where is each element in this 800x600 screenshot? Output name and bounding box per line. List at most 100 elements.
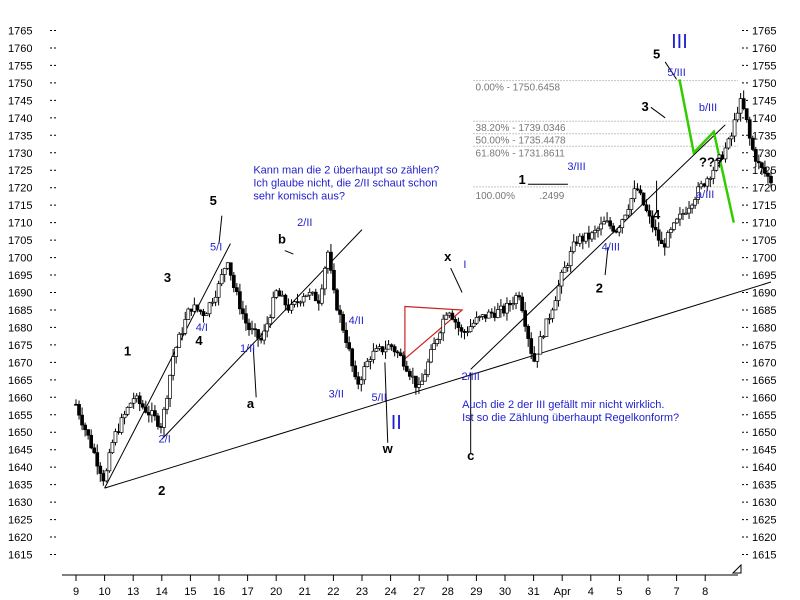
candle-body xyxy=(407,370,412,377)
candle-body xyxy=(95,452,100,467)
candle-body xyxy=(432,343,436,350)
trendline xyxy=(104,243,231,489)
candle-body xyxy=(98,465,103,474)
candle-body xyxy=(301,296,306,303)
candle-body xyxy=(89,434,94,449)
wave-label: 3 xyxy=(642,99,649,114)
candle-body xyxy=(608,220,612,227)
candle-body xyxy=(319,288,324,304)
y-tick-label-right: 1745 xyxy=(752,95,776,107)
candle-body xyxy=(395,351,400,354)
candle-body xyxy=(565,265,570,268)
x-tick-label: 23 xyxy=(356,586,368,598)
y-tick-label-left: 1690 xyxy=(8,288,32,300)
candle-body xyxy=(204,313,209,317)
candle-layer xyxy=(74,90,773,486)
candle-body xyxy=(128,402,133,408)
candle-body xyxy=(511,303,515,306)
candle-body xyxy=(447,312,452,316)
candle-body xyxy=(392,346,397,353)
candle-body xyxy=(344,329,348,343)
wave-label: 4 xyxy=(653,207,661,222)
y-tick-label-left: 1765 xyxy=(8,25,32,37)
candle-body xyxy=(150,410,154,416)
candle-body xyxy=(177,333,182,348)
candle-body xyxy=(323,267,327,290)
fib-level-label: 50.00% - 1735.4478 xyxy=(476,136,567,147)
wave-label: a/III xyxy=(696,189,714,201)
annotation-text: Auch die 2 der III gefällt mir nicht wir… xyxy=(462,399,664,411)
candle-body xyxy=(675,218,679,224)
candle-body xyxy=(426,361,430,375)
candle-body xyxy=(435,339,439,344)
candle-body xyxy=(635,188,640,191)
y-tick-label-left: 1740 xyxy=(8,113,32,125)
wave-label-layer: 1 2 3 4 5 2/I 4/I 5/I 1/II a b 2/II 3/II 4/II 5/II w II x… xyxy=(124,31,723,498)
y-tick-label-left: 1665 xyxy=(8,375,32,387)
candle-body xyxy=(280,294,285,297)
candle-body xyxy=(520,296,524,311)
candle-body xyxy=(307,292,312,296)
annotation-text: Ist so die Zählung überhaupt Regelkonfor… xyxy=(462,412,679,424)
candle-body xyxy=(574,241,579,244)
candle-body xyxy=(714,160,719,171)
trendline xyxy=(104,281,772,489)
y-tick-label-right: 1705 xyxy=(752,235,776,247)
x-tick-label: 31 xyxy=(527,586,539,598)
candle-body xyxy=(708,178,713,180)
candle-body xyxy=(620,219,625,228)
candle-body xyxy=(693,199,697,206)
candle-body xyxy=(310,291,315,294)
y-tick-label-left: 1700 xyxy=(8,253,32,265)
candle-body xyxy=(289,304,294,311)
wave-label: 5/II xyxy=(372,392,387,404)
y-tick-label-right: 1755 xyxy=(752,60,776,72)
y-tick-label-left: 1660 xyxy=(8,392,32,404)
candle-body xyxy=(769,175,773,184)
candle-body xyxy=(590,232,594,240)
candle-body xyxy=(131,398,136,404)
triangle-pattern xyxy=(404,305,464,361)
x-tick-label: 15 xyxy=(184,586,196,598)
candle-body xyxy=(386,344,391,350)
y-tick-label-right: 1670 xyxy=(752,357,776,369)
y-tick-label-right: 1750 xyxy=(752,78,776,90)
candle-body xyxy=(274,290,279,298)
candle-body xyxy=(295,301,300,303)
candle-body xyxy=(134,395,139,400)
candle-body xyxy=(329,251,333,271)
candle-body xyxy=(535,353,540,362)
candle-body xyxy=(623,214,628,220)
candle-body xyxy=(508,302,512,306)
candle-body xyxy=(638,189,643,194)
candle-body xyxy=(468,326,473,333)
candle-body xyxy=(286,304,291,311)
wave-label: 5 xyxy=(653,46,660,61)
candle-body xyxy=(726,138,731,149)
candle-body xyxy=(653,226,658,231)
candle-body xyxy=(125,407,130,415)
x-tick-label: 7 xyxy=(674,586,680,598)
wave-label: II xyxy=(391,412,402,434)
candle-body xyxy=(383,348,388,353)
candle-body xyxy=(259,337,263,341)
candle-body xyxy=(420,380,424,385)
candle-body xyxy=(568,251,573,266)
y-tick-label-left: 1755 xyxy=(8,60,32,72)
wave-label: ??? xyxy=(699,155,723,170)
wave-label: 4 xyxy=(195,333,203,348)
candle-body xyxy=(207,302,212,315)
candle-body xyxy=(444,314,449,320)
x-tick-label: 4 xyxy=(588,586,594,598)
y-tick-label-left: 1655 xyxy=(8,410,32,422)
y-tick-label-left: 1720 xyxy=(8,183,32,195)
wave-label: 5 xyxy=(210,193,217,208)
candle-body xyxy=(526,325,531,339)
y-tick-label-right: 1665 xyxy=(752,375,776,387)
y-tick-label-right: 1635 xyxy=(752,480,776,492)
candle-body xyxy=(113,431,118,443)
wave-label: 1 xyxy=(124,343,131,358)
candle-body xyxy=(684,212,688,215)
